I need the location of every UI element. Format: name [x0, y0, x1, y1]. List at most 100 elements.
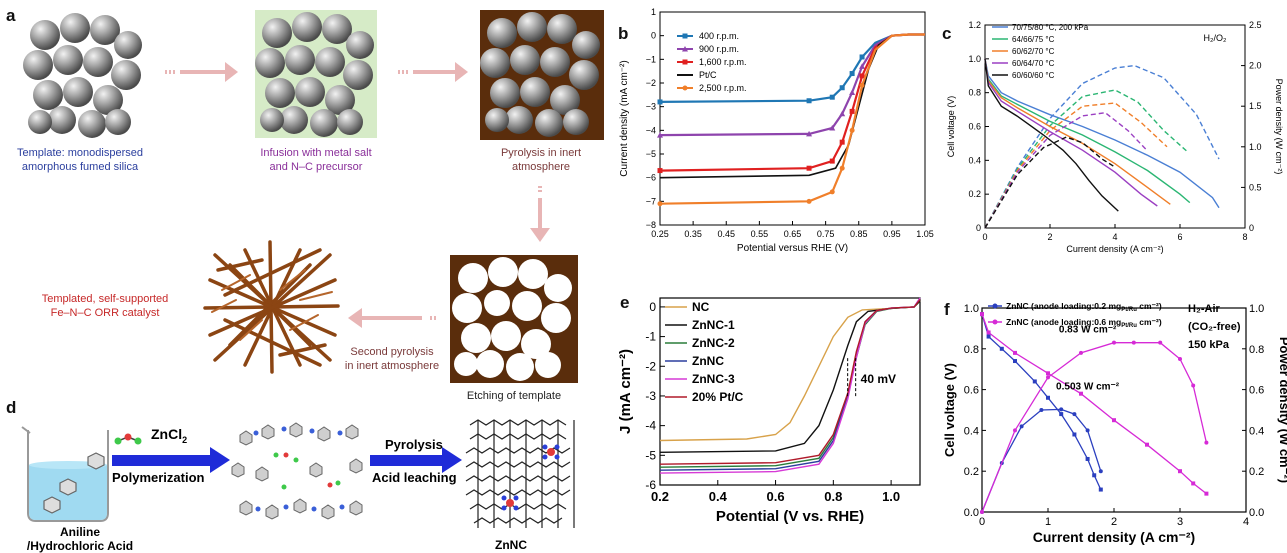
- y2-tick-label: 1.0: [1249, 142, 1262, 152]
- y-tick-label: 0: [651, 31, 656, 41]
- panel-c-chart: 0 2 4 6 800.20.40.60.81.01.200.51.01.52.02.5…: [946, 20, 1284, 254]
- polarization-marker: [1145, 442, 1149, 447]
- series-marker: [839, 110, 846, 117]
- legend-label: 20% Pt/C: [692, 390, 744, 404]
- process-arrow-2: [398, 62, 468, 82]
- y2-tick-label: 0.4: [1249, 425, 1264, 437]
- polarization-marker: [1046, 395, 1050, 400]
- power-density-curve: [984, 102, 1168, 229]
- caption-second-pyrolysis: Second pyrolysis in inert atmosphere: [344, 346, 440, 372]
- x-tick-label: 0.45: [717, 229, 735, 239]
- series-marker: [849, 127, 855, 133]
- silica-template-cluster: [23, 13, 142, 138]
- series-marker: [839, 85, 845, 91]
- y-tick-label: −6: [646, 173, 656, 183]
- polarization-marker: [1085, 456, 1090, 461]
- x-tick-label: 1: [1045, 516, 1051, 528]
- y-tick-label: 1.2: [968, 20, 981, 30]
- caption-catalyst: Templated, self-supported Fe–N–C ORR cata…: [41, 293, 169, 319]
- x-axis-title: Current density (A cm⁻²): [1066, 244, 1163, 254]
- y-tick-label: −3: [646, 102, 656, 112]
- x-axis-title: Potential (V vs. RHE): [716, 508, 864, 525]
- y2-tick-label: 0.6: [1249, 385, 1264, 397]
- legend-marker: [992, 319, 998, 325]
- series-marker: [829, 158, 835, 164]
- polarization-marker: [1013, 350, 1017, 355]
- polarization-marker: [999, 346, 1004, 351]
- polarization-marker: [1072, 432, 1077, 437]
- legend-marker: [992, 303, 998, 309]
- y-tick-label: -4: [645, 419, 656, 433]
- y2-tick-label: 0: [1249, 223, 1254, 233]
- fe-n-c-catalyst-network: [203, 240, 340, 374]
- x-tick-label: 2: [1047, 232, 1052, 242]
- zncl2-molecule-icon: [114, 433, 142, 445]
- legend-label: 900 r.p.m.: [699, 44, 739, 54]
- legend-label: 400 r.p.m.: [699, 31, 739, 41]
- power-density-curve: [981, 342, 1208, 513]
- beaker-icon: [21, 426, 109, 522]
- polarization-curve: [984, 58, 1119, 212]
- power-marker: [1085, 428, 1090, 433]
- polarization-marker: [1032, 379, 1037, 384]
- x-tick-label: 0: [982, 232, 987, 242]
- series-marker: [657, 132, 663, 138]
- panel-e-chart: 0.2 0.4 0.6 0.8 1.0 0 -1 -2 -3 -4 -5 -6 Potential (V…: [617, 297, 921, 525]
- power-marker: [1013, 428, 1017, 433]
- y-tick-label: -6: [645, 478, 656, 492]
- x-tick-label: 3: [1177, 516, 1183, 528]
- process-arrow-1: [165, 62, 238, 82]
- series-marker: [849, 108, 855, 114]
- caption-etching: Etching of template: [466, 390, 562, 402]
- y-axis-title: Cell voltage (V): [946, 96, 956, 158]
- series-marker: [657, 201, 663, 207]
- legend-label: ZnNC-3: [692, 372, 735, 386]
- power-marker: [1046, 375, 1050, 380]
- legend-label: 70/75/80 °C, 200 kPa: [1012, 23, 1089, 32]
- process-arrow-3: [530, 186, 550, 242]
- annotation-h2-air: H₂-Air: [1188, 303, 1220, 315]
- x-tick-label: 0.35: [684, 229, 702, 239]
- polarization-curve: [981, 313, 1207, 495]
- power-marker: [1112, 340, 1116, 345]
- y2-tick-label: 1.5: [1249, 101, 1262, 111]
- series-marker: [859, 73, 865, 79]
- polarization-marker: [1079, 391, 1083, 396]
- y-tick-label: −7: [646, 196, 656, 206]
- polarization-curve: [984, 58, 1220, 209]
- y-tick-label: 0.2: [968, 189, 981, 199]
- etched-pores: [452, 257, 572, 381]
- panel-label-e: e: [620, 293, 630, 312]
- y-tick-label: 0.8: [968, 88, 981, 98]
- x-tick-label: 0.95: [883, 229, 901, 239]
- polymerization-arrow: [112, 447, 230, 473]
- caption-pyrolysis: Pyrolysis in inert atmosphere: [500, 147, 582, 173]
- polarization-marker: [986, 334, 991, 339]
- acid-leaching-label: Acid leaching: [372, 470, 457, 485]
- x-axis-title: Potential versus RHE (V): [737, 243, 848, 254]
- polarization-marker: [1059, 412, 1064, 417]
- delta-annotation: 40 mV: [861, 372, 896, 386]
- series-marker: [806, 198, 812, 204]
- series-marker: [859, 63, 866, 69]
- y-tick-label: -1: [645, 330, 656, 344]
- series-marker: [657, 99, 663, 105]
- process-arrow-4: [348, 308, 436, 328]
- zncl2-label: ZnCl2: [151, 426, 188, 445]
- series-marker: [657, 168, 663, 174]
- legend-label: NC: [692, 300, 710, 314]
- x-tick-label: 0.6: [767, 489, 785, 504]
- y2-tick-label: 0.8: [1249, 344, 1264, 356]
- y-tick-label: 1.0: [968, 54, 981, 64]
- series-marker: [806, 130, 813, 137]
- panel-d-scheme: [21, 419, 575, 528]
- power-marker: [1204, 440, 1209, 445]
- annotation-peak-power-high: 0.83 W cm⁻²: [1059, 324, 1117, 335]
- legend-label: ZnNC (anode loading:0.2 mgPt/Ru cm⁻²): [1006, 301, 1162, 313]
- x-tick-label: 8: [1242, 232, 1247, 242]
- annotation-pressure: 150 kPa: [1188, 339, 1230, 351]
- znnc-product-label: ZnNC: [495, 538, 527, 552]
- polarization-marker: [1191, 481, 1196, 486]
- legend-marker: [682, 85, 688, 91]
- panel-label-f: f: [944, 300, 950, 319]
